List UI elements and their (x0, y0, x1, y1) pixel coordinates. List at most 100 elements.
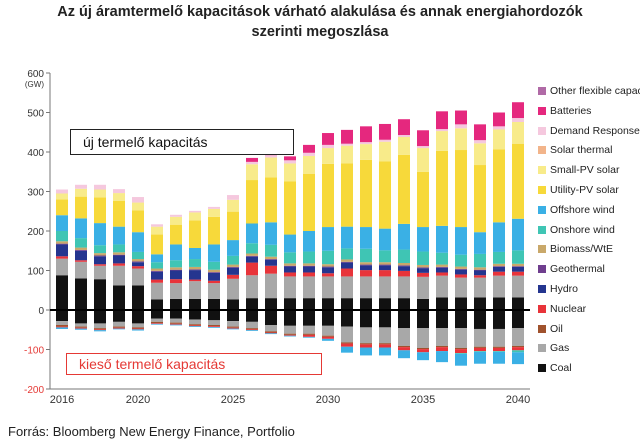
bar-segment-positive (455, 277, 467, 298)
bar-segment-positive (455, 124, 467, 129)
bar-segment-negative (512, 347, 524, 351)
bar-segment-positive (512, 118, 524, 122)
bar-segment-positive (284, 266, 296, 273)
bar-segment-positive (341, 276, 353, 299)
bar-segment-negative (265, 310, 277, 326)
bar-segment-positive (94, 279, 106, 310)
bar-segment-positive (341, 261, 353, 263)
bar-segment-negative (360, 343, 372, 345)
bar-segment-negative (379, 344, 391, 348)
bar-segment-positive (360, 248, 372, 263)
bar-segment-positive (493, 266, 505, 267)
bar-segment-positive (512, 102, 524, 119)
y-tick-label: 600 (27, 69, 44, 80)
bar-segment-positive (322, 227, 334, 251)
bar-segment-negative (417, 328, 429, 348)
bar-segment-negative (303, 333, 315, 335)
bar-segment-positive (436, 225, 448, 253)
bar-segment-positive (398, 154, 410, 224)
bar-segment-positive (170, 224, 182, 245)
bar-segment-positive (208, 280, 220, 284)
bar-segment-positive (436, 267, 448, 273)
bar-segment-positive (322, 266, 334, 268)
bar-segment-positive (189, 269, 201, 271)
bar-segment-negative (113, 327, 125, 329)
bar-segment-positive (455, 269, 467, 275)
bar-segment-positive (170, 279, 182, 284)
bar-segment-positive (246, 253, 258, 256)
bar-segment-positive (151, 279, 163, 283)
bar-segment-positive (246, 255, 258, 257)
bar-segment-positive (436, 266, 448, 268)
legend-swatch (538, 344, 546, 353)
legend-swatch (538, 186, 546, 194)
bar-segment-positive (360, 264, 372, 266)
bar-segment-positive (189, 259, 201, 267)
bar-segment-positive (379, 139, 391, 142)
bar-segment-negative (493, 328, 505, 347)
bar-segment-negative (398, 345, 410, 348)
bar-segment-positive (303, 144, 315, 153)
bar-segment-negative (151, 321, 163, 324)
bar-segment-positive (132, 210, 144, 233)
bar-segment-negative (132, 329, 144, 331)
legend-label: Nuclear (550, 302, 587, 315)
legend-swatch (538, 146, 546, 155)
x-tick-label: 2040 (506, 394, 530, 406)
bar-segment-negative (208, 326, 220, 328)
bar-segment-positive (227, 195, 239, 200)
bar-segment-negative (94, 323, 106, 329)
bar-segment-negative (360, 344, 372, 348)
bar-segment-positive (75, 196, 87, 219)
y-tick-label: 200 (27, 227, 44, 238)
bar-segment-negative (512, 350, 524, 353)
bar-segment-positive (132, 285, 144, 310)
bar-segment-positive (75, 261, 87, 279)
bar-segment-positive (189, 212, 201, 221)
bar-segment-negative (284, 310, 296, 326)
legend-swatch (538, 225, 546, 234)
bar-segment-positive (303, 272, 315, 277)
bar-segment-negative (132, 310, 144, 324)
bar-segment-positive (303, 152, 315, 156)
bar-segment-positive (170, 216, 182, 225)
bar-segment-positive (227, 267, 239, 275)
legend-label: Demand Response (550, 124, 640, 137)
bar-segment-negative (417, 310, 429, 329)
bar-segment-negative (113, 326, 125, 328)
bar-segment-negative (493, 310, 505, 329)
source-note: Forrás: Bloomberg New Energy Finance, Po… (8, 424, 295, 439)
bar-segment-negative (208, 320, 220, 326)
bar-segment-positive (284, 156, 296, 161)
bar-segment-negative (360, 327, 372, 344)
legend-swatch (538, 205, 546, 214)
bar-segment-negative (170, 310, 182, 319)
legend-label: Utility-PV solar (550, 184, 619, 196)
legend-label: Oil (550, 322, 563, 335)
bar-segment-positive (151, 270, 163, 272)
bar-segment-negative (341, 343, 353, 347)
bar-segment-negative (94, 329, 106, 331)
bar-segment-positive (227, 278, 239, 300)
bar-segment-positive (417, 264, 429, 268)
chart-title-line2: szerinti megoszlása (251, 24, 389, 40)
bar-segment-positive (189, 270, 201, 280)
y-tick-label: 500 (27, 109, 44, 120)
bar-segment-positive (94, 245, 106, 254)
bar-segment-positive (151, 226, 163, 235)
bar-segment-negative (512, 310, 524, 329)
bar-segment-negative (436, 347, 448, 352)
bar-segment-negative (56, 326, 68, 328)
bar-segment-negative (512, 345, 524, 348)
bar-segment-negative (170, 324, 182, 326)
bar-segment-positive (417, 227, 429, 252)
bar-segment-negative (322, 338, 334, 341)
bar-segment-positive (56, 243, 68, 245)
bar-segment-positive (398, 265, 410, 267)
bar-segment-negative (132, 327, 144, 329)
bar-segment-positive (170, 283, 182, 299)
bar-segment-positive (360, 270, 372, 277)
bar-segment-positive (56, 215, 68, 231)
bar-segment-negative (303, 310, 315, 326)
legend-swatch (538, 364, 546, 373)
